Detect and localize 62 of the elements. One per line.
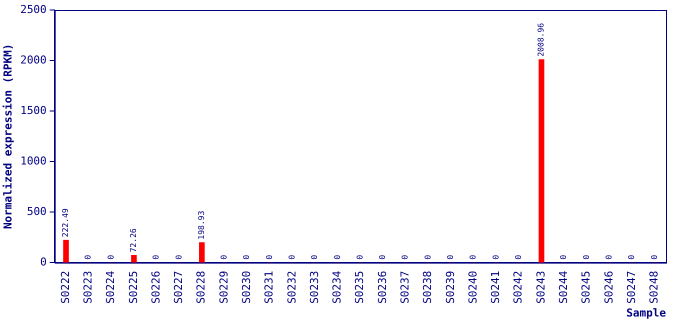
data-label: 0 bbox=[400, 254, 410, 260]
data-label: 0 bbox=[582, 254, 591, 260]
y-tick-label: 500 bbox=[26, 205, 47, 218]
data-label: 0 bbox=[514, 254, 523, 260]
data-label: 0 bbox=[220, 254, 229, 260]
data-label: 72.26 bbox=[129, 228, 138, 252]
x-tick-label: S0229 bbox=[217, 270, 230, 304]
x-tick-label: S0228 bbox=[194, 270, 208, 304]
x-tick-label: S0247 bbox=[624, 270, 638, 304]
x-tick-label: S0232 bbox=[285, 270, 298, 304]
x-tick-label: S0245 bbox=[580, 270, 593, 304]
data-label: 0 bbox=[288, 254, 296, 260]
y-tick-label: 1500 bbox=[20, 104, 47, 117]
data-label: 0 bbox=[332, 254, 342, 260]
x-tick-label: S0222 bbox=[58, 270, 72, 304]
data-label: 222.49 bbox=[61, 208, 70, 238]
x-axis-title: Sample bbox=[626, 306, 666, 320]
x-tick-label: S0230 bbox=[240, 270, 253, 304]
data-label: 0 bbox=[264, 254, 274, 260]
data-label: 0 bbox=[559, 254, 568, 260]
data-label: 0 bbox=[152, 254, 161, 260]
data-label: 0 bbox=[84, 254, 93, 260]
x-tick-label: S0244 bbox=[556, 270, 570, 304]
x-tick-label: S0235 bbox=[353, 270, 366, 304]
data-label: 0 bbox=[355, 254, 364, 260]
data-label: 0 bbox=[604, 254, 614, 260]
x-tick-label: S0248 bbox=[648, 270, 661, 304]
x-tick-label: S0240 bbox=[466, 270, 480, 304]
x-tick-label: S0243 bbox=[534, 270, 548, 304]
data-label: 0 bbox=[423, 254, 432, 260]
x-tick-label: S0234 bbox=[330, 270, 344, 304]
data-label: 0 bbox=[242, 254, 252, 260]
x-tick-label: S0242 bbox=[512, 270, 525, 304]
x-tick-label: S0233 bbox=[308, 270, 321, 304]
x-tick-label: S0239 bbox=[444, 270, 457, 304]
x-tick-label: S0227 bbox=[172, 270, 186, 304]
y-axis-title: Normalized expression (RPKM) bbox=[1, 44, 14, 230]
data-label: 0 bbox=[310, 254, 320, 260]
x-tick-label: S0231 bbox=[262, 270, 276, 304]
data-label: 0 bbox=[174, 254, 184, 260]
x-tick-label: S0241 bbox=[489, 270, 502, 304]
x-tick-label: S0236 bbox=[376, 270, 389, 304]
x-tick-label: S0246 bbox=[602, 270, 616, 304]
data-label: 0 bbox=[446, 254, 455, 260]
data-label: 2008.96 bbox=[536, 22, 546, 57]
data-label: 0 bbox=[627, 254, 636, 260]
x-tick-label: S0223 bbox=[82, 270, 95, 304]
x-tick-label: S0237 bbox=[398, 270, 412, 304]
data-label: 0 bbox=[106, 254, 116, 260]
x-tick-label: S0224 bbox=[104, 270, 118, 304]
data-label: 0 bbox=[378, 254, 388, 260]
data-label: 0 bbox=[491, 254, 500, 260]
x-tick-label: S0225 bbox=[126, 270, 140, 304]
y-tick-label: 2000 bbox=[20, 53, 47, 66]
y-tick-label: 1000 bbox=[20, 154, 47, 168]
y-tick-label: 0 bbox=[40, 256, 47, 269]
y-tick-label: 2500 bbox=[20, 2, 47, 16]
data-label: 0 bbox=[650, 254, 659, 260]
x-tick-label: S0226 bbox=[149, 270, 162, 304]
data-label: 198.93 bbox=[196, 210, 206, 240]
data-label: 0 bbox=[468, 254, 478, 260]
x-tick-label: S0238 bbox=[421, 270, 434, 304]
